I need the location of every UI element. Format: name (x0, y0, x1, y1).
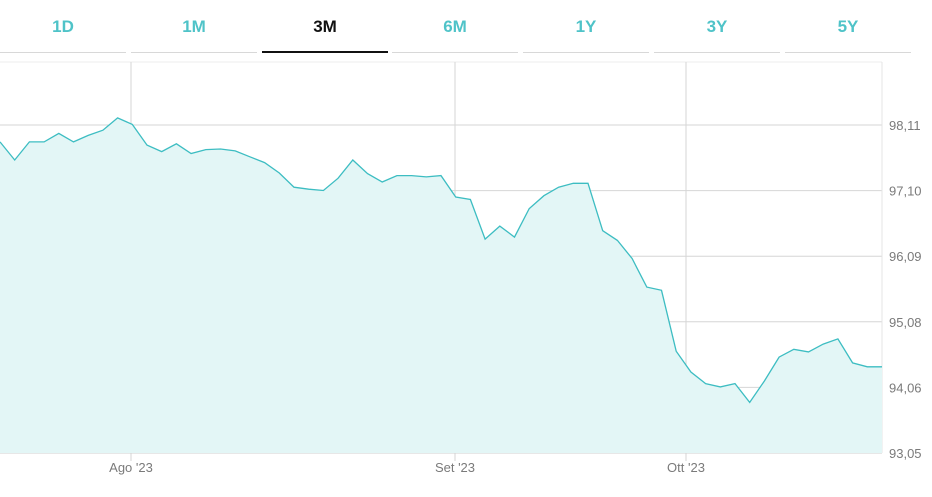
area-fill (0, 117, 882, 454)
y-tick-label: 96,09 (889, 249, 922, 264)
y-axis: 98,11 97,10 96,09 95,08 94,06 93,05 (889, 118, 922, 461)
x-tick-label: Set '23 (435, 460, 475, 475)
x-tick-label: Ott '23 (667, 460, 705, 475)
tab-label: 1Y (575, 17, 597, 36)
tab-label: 6M (443, 17, 467, 36)
tab-6m[interactable]: 6M (392, 0, 518, 54)
time-range-tabs: 1D 1M 3M 6M 1Y 3Y 5Y (0, 0, 918, 54)
tab-1m[interactable]: 1M (131, 0, 257, 54)
y-tick-label: 93,05 (889, 446, 922, 461)
tab-underline (392, 52, 518, 53)
tab-label: 5Y (837, 17, 859, 36)
tab-3m[interactable]: 3M (262, 0, 388, 54)
y-tick-label: 94,06 (889, 380, 922, 395)
tab-label: 3M (313, 17, 337, 36)
tab-underline (785, 52, 911, 53)
x-tick-label: Ago '23 (109, 460, 153, 475)
y-tick-label: 95,08 (889, 315, 922, 330)
y-tick-label: 97,10 (889, 184, 922, 199)
tab-label: 1M (182, 17, 206, 36)
tab-underline (262, 51, 388, 53)
tab-5y[interactable]: 5Y (785, 0, 911, 54)
price-line (0, 117, 882, 404)
x-axis: Ago '23 Set '23 Ott '23 (109, 460, 705, 475)
tab-label: 1D (52, 17, 74, 36)
tab-underline (654, 52, 780, 53)
tab-underline (523, 52, 649, 53)
tab-1y[interactable]: 1Y (523, 0, 649, 54)
tab-3y[interactable]: 3Y (654, 0, 780, 54)
tab-label: 3Y (706, 17, 728, 36)
y-tick-label: 98,11 (889, 118, 921, 133)
tab-underline (0, 52, 126, 53)
tab-underline (131, 52, 257, 53)
tab-1d[interactable]: 1D (0, 0, 126, 54)
